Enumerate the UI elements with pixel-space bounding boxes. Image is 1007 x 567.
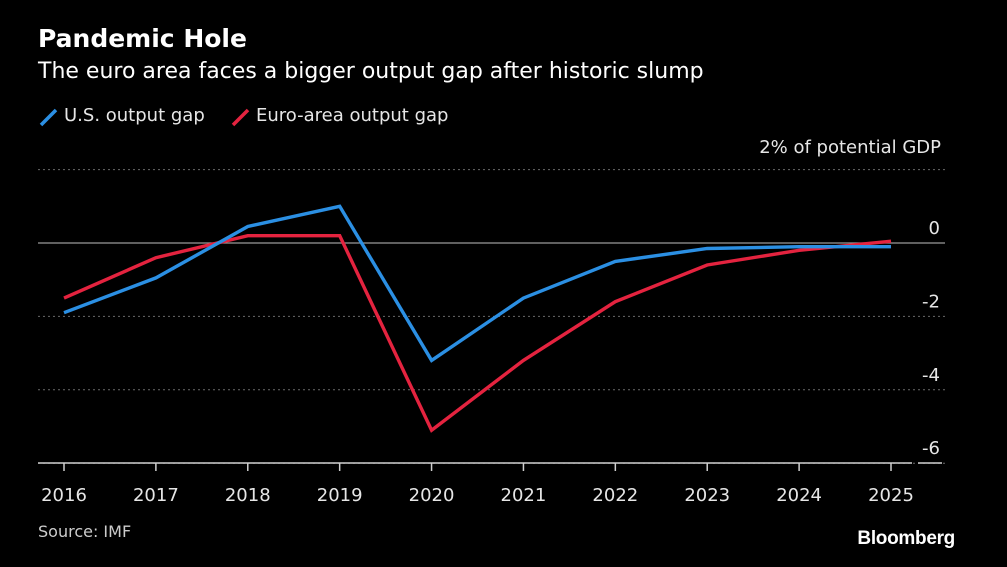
y-tick-label: -2 (922, 291, 940, 312)
grid-layer (38, 169, 945, 464)
y-tick-label: -4 (922, 365, 940, 386)
axis-layer: 0 -2 -4 -6 2016 2017 2018 2019 2020 2021 2022 2023 2… (38, 218, 942, 506)
y-tick-label: 0 (929, 218, 940, 239)
legend-line-icon-euro (231, 108, 250, 127)
x-tick-label: 2024 (776, 485, 822, 506)
y-axis-unit-label: 2% of potential GDP (759, 137, 941, 158)
x-tick-label: 2020 (409, 485, 455, 506)
x-tick-label: 2023 (684, 485, 730, 506)
x-tick-label: 2025 (868, 485, 914, 506)
x-tick-label: 2018 (225, 485, 271, 506)
legend-line-icon-us (39, 108, 58, 127)
series-line-euro-area-output-gap (63, 233, 892, 433)
series-line-us-output-gap (63, 204, 891, 363)
bloomberg-logo: Bloomberg (857, 528, 955, 549)
x-tick-label: 2016 (41, 485, 87, 506)
x-tick-label: 2019 (317, 485, 363, 506)
legend-label-euro: Euro-area output gap (256, 105, 449, 126)
x-tick-label: 2022 (592, 485, 638, 506)
chart-subtitle: The euro area faces a bigger output gap … (38, 59, 704, 84)
source-note: Source: IMF (38, 522, 132, 541)
series-layer (63, 204, 892, 433)
y-tick-label: -6 (922, 438, 940, 459)
chart-title: Pandemic Hole (38, 24, 247, 53)
x-tick-label: 2021 (501, 485, 547, 506)
x-tick-label: 2017 (133, 485, 179, 506)
legend-label-us: U.S. output gap (64, 105, 205, 126)
